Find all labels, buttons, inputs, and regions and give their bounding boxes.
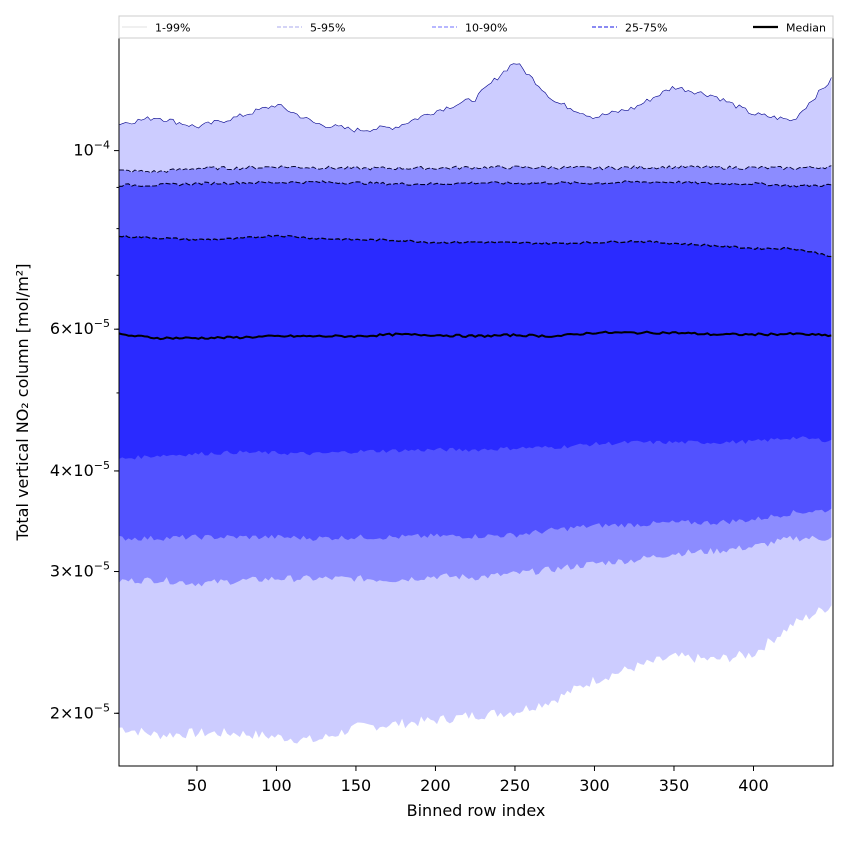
y-tick-label: 2×10−5 — [50, 701, 110, 722]
x-tick-label: 300 — [579, 776, 610, 795]
legend-label: 10-90% — [465, 22, 507, 35]
bands-layer — [119, 63, 832, 744]
x-tick-label: 350 — [659, 776, 690, 795]
y-tick-label: 4×10−5 — [50, 459, 110, 480]
legend-label: 1-99% — [155, 22, 190, 35]
line-99th-percentile — [119, 63, 832, 133]
x-axis-label: Binned row index — [407, 801, 546, 820]
legend: 1-99% 5-95% 10-90% 25-75% Median — [118, 15, 834, 39]
legend-item-1-99: 1-99% — [122, 22, 190, 35]
x-tick-label: 250 — [500, 776, 531, 795]
legend-label: 5-95% — [310, 22, 345, 35]
x-tick-label: 50 — [187, 776, 207, 795]
line-75th-percentile — [119, 234, 832, 258]
x-tick-label: 400 — [738, 776, 769, 795]
y-tick-label: 10−4 — [73, 139, 110, 160]
y-axis-label: Total vertical NO₂ column [mol/m²] — [13, 264, 32, 542]
x-axis: 50 100 150 200 250 300 350 400 — [187, 766, 769, 795]
lines-layer — [119, 63, 832, 341]
line-90th-percentile — [119, 180, 832, 188]
y-tick-label: 6×10−5 — [50, 317, 110, 338]
line-95th-percentile — [119, 164, 832, 174]
y-tick-label: 3×10−5 — [50, 560, 110, 581]
y-axis: 2×10−5 3×10−5 4×10−5 6×10−5 10−4 — [50, 139, 119, 722]
x-tick-label: 200 — [420, 776, 451, 795]
band-25-75 — [119, 235, 832, 460]
median-line — [119, 330, 832, 341]
legend-item-5-95: 5-95% — [277, 22, 345, 35]
x-tick-label: 150 — [341, 776, 372, 795]
legend-label: 25-75% — [625, 22, 667, 35]
legend-item-25-75: 25-75% — [592, 22, 667, 35]
legend-label: Median — [786, 22, 826, 35]
legend-item-median: Median — [753, 22, 826, 35]
legend-item-10-90: 10-90% — [432, 22, 507, 35]
legend-frame — [118, 15, 834, 39]
x-tick-label: 100 — [261, 776, 292, 795]
